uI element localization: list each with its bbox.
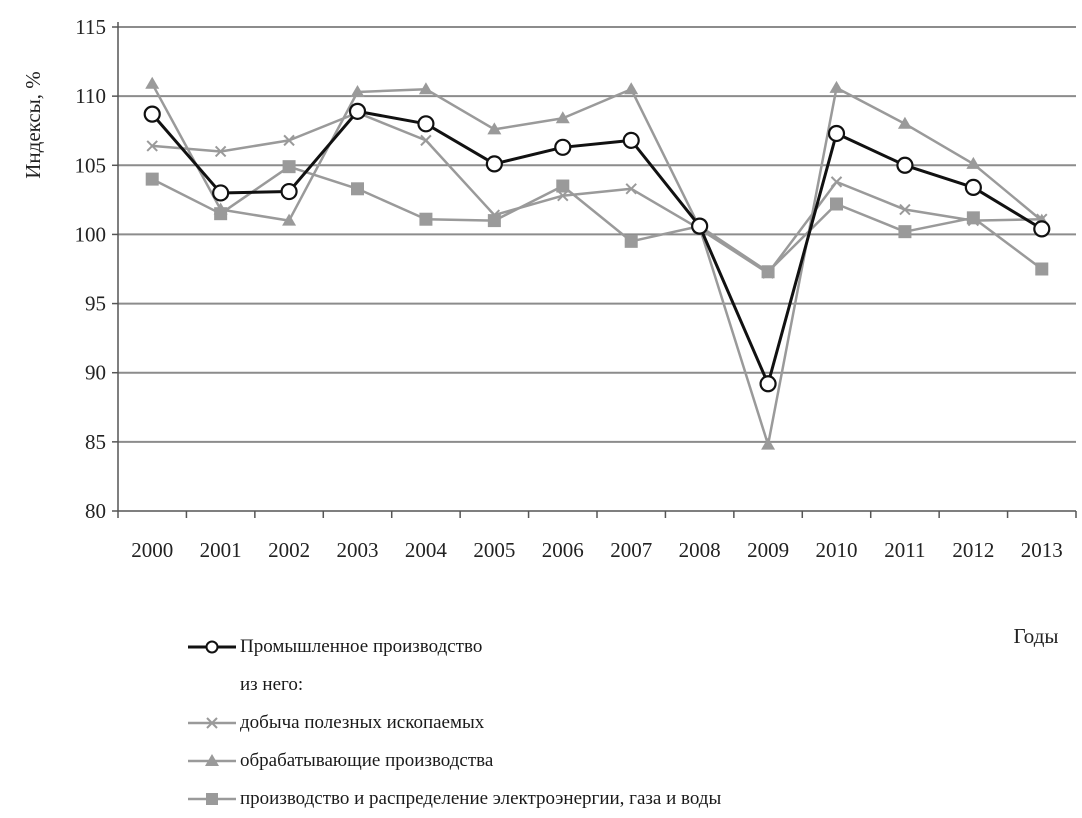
- x-tick-label: 2007: [610, 538, 652, 562]
- y-tick-label: 85: [85, 430, 106, 454]
- data-point: [1033, 220, 1051, 238]
- legend-label: производство и распределение электроэнер…: [240, 788, 722, 809]
- data-point: [282, 160, 296, 174]
- x-axis-title: Годы: [1014, 624, 1059, 648]
- data-point: [419, 212, 433, 226]
- y-axis-title: Индексы, %: [21, 71, 45, 179]
- data-point: [964, 178, 982, 197]
- x-tick-label: 2004: [405, 538, 448, 562]
- axes: [112, 22, 1077, 518]
- x-tick-label: 2009: [747, 538, 789, 562]
- data-point: [622, 131, 640, 149]
- x-tick-label: 2013: [1021, 538, 1063, 562]
- y-tick-label: 80: [85, 499, 106, 523]
- data-point: [624, 234, 638, 248]
- x-tick-label: 2001: [200, 538, 242, 562]
- data-point: [759, 375, 777, 393]
- legend-swatch-square-icon: [188, 793, 236, 805]
- data-point: [213, 202, 228, 215]
- data-point: [280, 182, 298, 201]
- x-tick-label: 2006: [542, 538, 584, 562]
- data-point: [967, 214, 980, 227]
- series-0: [143, 102, 1051, 393]
- data-point: [691, 217, 709, 235]
- x-tick-label: 2005: [473, 538, 515, 562]
- data-point: [966, 156, 981, 169]
- data-point: [830, 197, 843, 211]
- data-point: [212, 184, 230, 202]
- series-line: [151, 109, 1043, 386]
- x-tick-label: 2003: [337, 538, 379, 562]
- data-point: [897, 116, 912, 129]
- x-tick-label: 2002: [268, 538, 310, 562]
- legend-label: обрабатывающие производства: [240, 750, 494, 771]
- y-tick-label: 90: [85, 361, 106, 385]
- data-point: [351, 182, 364, 196]
- data-point: [761, 437, 776, 450]
- data-point: [145, 172, 159, 186]
- legend-swatch-triangle-icon: [188, 754, 236, 766]
- data-point: [557, 190, 569, 202]
- data-point: [145, 76, 160, 89]
- legend-swatch-cross-icon: [188, 717, 236, 729]
- data-point: [418, 82, 433, 95]
- y-tick-label: 115: [75, 15, 106, 39]
- data-point: [283, 134, 295, 147]
- data-point: [555, 111, 570, 124]
- data-point: [214, 145, 227, 158]
- data-point: [827, 124, 846, 143]
- legend-label: добыча полезных ископаемых: [240, 712, 485, 733]
- x-tick-label: 2010: [816, 538, 858, 562]
- series-line: [152, 111, 1042, 275]
- legend-subheading-text: из него:: [240, 674, 304, 695]
- data-point: [896, 156, 914, 174]
- series-2: [145, 76, 1049, 450]
- data-point: [420, 134, 432, 147]
- data-point: [1035, 262, 1049, 276]
- series-line: [151, 165, 1043, 274]
- data-point: [485, 155, 503, 173]
- data-point: [556, 179, 570, 193]
- y-tick-label: 110: [75, 84, 106, 108]
- data-point: [625, 183, 637, 195]
- grid-lines: [118, 26, 1076, 443]
- y-tick-label: 95: [85, 292, 106, 316]
- data-point: [348, 102, 367, 120]
- series-line: [151, 83, 1043, 446]
- data-point: [898, 225, 912, 239]
- data-point: [143, 105, 161, 123]
- series-lines: [143, 76, 1051, 450]
- x-tick-label: 2011: [884, 538, 925, 562]
- data-point: [624, 82, 639, 95]
- data-point: [417, 115, 435, 133]
- y-tick-label: 100: [75, 222, 107, 246]
- data-point: [488, 209, 501, 221]
- x-tick-labels: 2000 2001 2002 2003 2004 2005 2006 2007 2008 2009…: [131, 538, 1063, 562]
- data-point: [554, 138, 572, 156]
- data-point: [487, 122, 502, 135]
- data-point: [762, 267, 774, 279]
- data-point: [829, 80, 844, 93]
- data-point: [899, 203, 911, 216]
- data-point: [282, 213, 297, 226]
- x-tick-label: 2008: [679, 538, 721, 562]
- legend-swatch-circle-icon: [188, 640, 236, 654]
- data-point: [966, 211, 980, 225]
- x-tick-label: 2012: [952, 538, 994, 562]
- data-point: [830, 176, 843, 188]
- x-tick-label: 2000: [131, 538, 173, 562]
- legend-label: Промышленное производство: [240, 636, 483, 657]
- data-point: [146, 140, 158, 152]
- y-tick-labels: 80 85 90 95 100 105 110 115: [75, 15, 107, 523]
- data-point: [350, 84, 365, 97]
- y-tick-label: 105: [75, 153, 107, 177]
